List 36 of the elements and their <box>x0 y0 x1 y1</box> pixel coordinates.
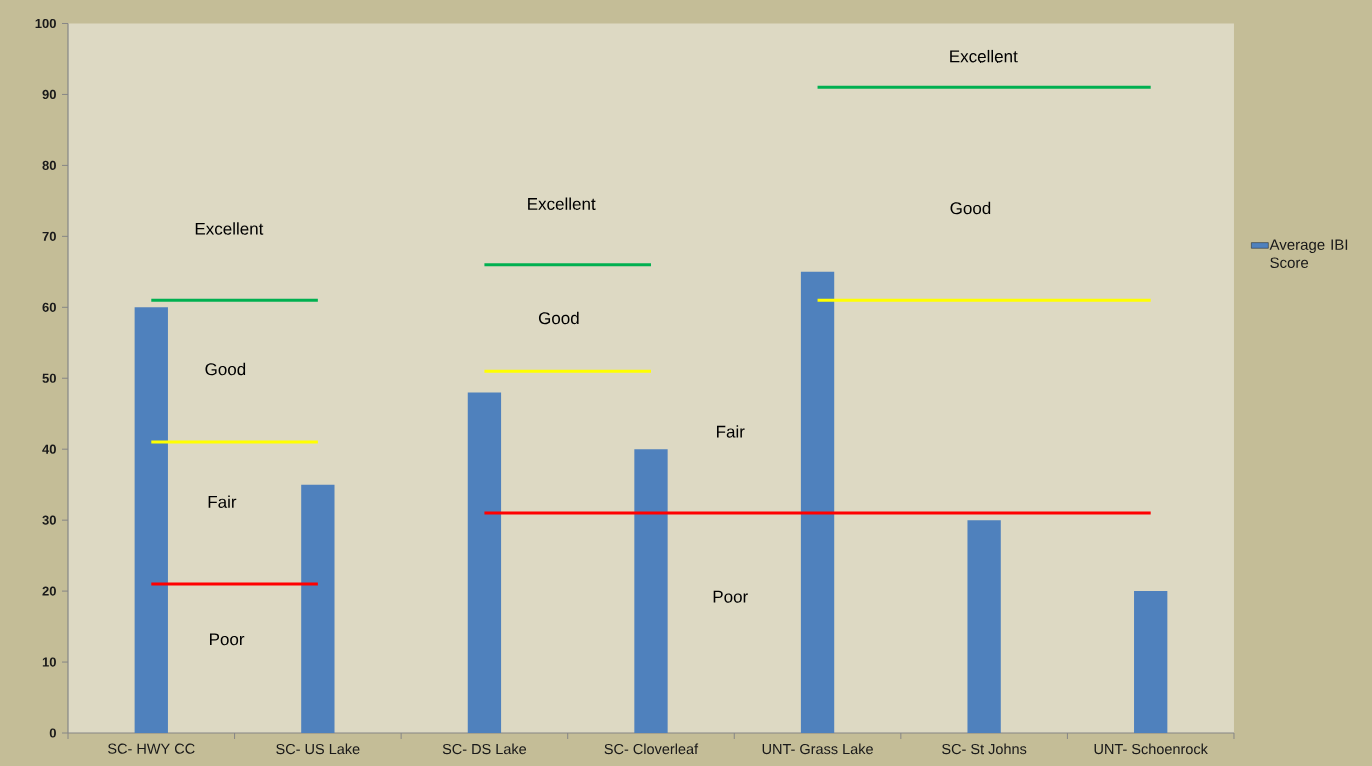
annotation: Good <box>950 201 991 215</box>
annotation: Poor <box>713 590 748 603</box>
annotation: Poor <box>210 633 245 646</box>
y-tick-label: 20 <box>42 586 56 596</box>
legend-label: Average IBI Score <box>1269 239 1348 268</box>
annotation: Good <box>538 311 579 325</box>
x-tick-label: UNT- Schoenrock <box>1094 743 1208 755</box>
x-tick-label: SC- HWY CC <box>108 743 195 754</box>
y-tick-label: 50 <box>42 373 56 383</box>
bar <box>301 484 335 733</box>
y-tick-label: 90 <box>42 89 56 100</box>
x-tick-label: SC- DS Lake <box>442 743 527 755</box>
y-tick-label: 100 <box>35 18 56 29</box>
bar <box>800 271 835 733</box>
y-tick-label: 40 <box>42 444 56 454</box>
y-tick-label: 0 <box>49 728 56 738</box>
annotation: Fair <box>208 495 237 508</box>
x-tick-label: SC- US Lake <box>276 743 360 755</box>
x-tick-label: SC- Cloverleaf <box>604 743 699 755</box>
y-tick-label: 70 <box>42 231 56 241</box>
annotation: Good <box>205 362 246 376</box>
annotation: Excellent <box>195 222 264 235</box>
bar <box>134 307 168 733</box>
annotation: Excellent <box>950 49 1018 63</box>
y-tick-label: 60 <box>42 302 56 312</box>
annotation: Excellent <box>528 197 596 210</box>
annotation: Fair <box>717 425 745 438</box>
y-tick-label: 10 <box>42 657 56 667</box>
x-tick-label: UNT- Grass Lake <box>762 743 873 755</box>
bar <box>1134 591 1168 733</box>
bar <box>967 520 1001 733</box>
x-tick-label: SC- St Johns <box>942 743 1027 755</box>
y-tick-label: 80 <box>42 160 56 170</box>
bar <box>467 392 502 733</box>
bar <box>634 449 668 733</box>
y-tick-label: 30 <box>42 515 56 525</box>
